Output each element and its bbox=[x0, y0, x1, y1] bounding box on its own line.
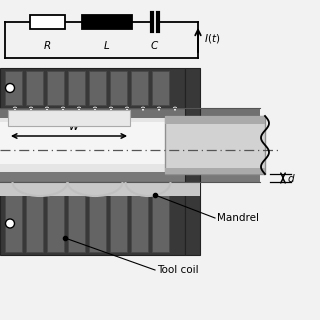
Bar bbox=[165, 168, 265, 174]
Bar bbox=[185, 172, 200, 255]
Bar bbox=[0, 172, 260, 182]
Bar bbox=[68, 185, 85, 252]
Text: $L$: $L$ bbox=[103, 39, 111, 51]
Circle shape bbox=[5, 219, 14, 228]
Bar bbox=[0, 68, 185, 108]
Bar bbox=[0, 182, 185, 255]
Bar bbox=[131, 71, 148, 105]
Bar bbox=[165, 116, 265, 124]
Bar bbox=[89, 71, 106, 105]
Bar bbox=[110, 185, 127, 252]
Bar bbox=[82, 15, 132, 29]
Bar bbox=[165, 116, 265, 174]
Text: $C$: $C$ bbox=[150, 39, 160, 51]
Bar bbox=[89, 185, 106, 252]
Bar bbox=[47, 71, 64, 105]
Bar bbox=[152, 185, 169, 252]
Bar bbox=[0, 108, 260, 118]
Text: $I(t)$: $I(t)$ bbox=[204, 31, 220, 44]
Bar bbox=[47, 185, 64, 252]
Bar bbox=[8, 110, 130, 126]
Bar bbox=[0, 122, 260, 164]
Bar bbox=[68, 71, 85, 105]
Text: $d$: $d$ bbox=[287, 172, 296, 184]
Bar bbox=[5, 71, 22, 105]
Bar bbox=[131, 185, 148, 252]
Bar bbox=[26, 71, 43, 105]
Text: $R$: $R$ bbox=[43, 39, 51, 51]
Text: $w$: $w$ bbox=[68, 120, 80, 133]
Bar bbox=[26, 185, 43, 252]
Text: Mandrel: Mandrel bbox=[217, 213, 259, 223]
Bar bbox=[5, 185, 22, 252]
Bar bbox=[0, 182, 200, 196]
Circle shape bbox=[5, 84, 14, 92]
Bar bbox=[110, 71, 127, 105]
Text: Tool coil: Tool coil bbox=[157, 265, 199, 275]
Bar bbox=[0, 118, 260, 172]
Bar bbox=[0, 108, 260, 182]
Bar bbox=[185, 68, 200, 118]
Bar bbox=[152, 71, 169, 105]
Bar bbox=[30, 15, 65, 29]
